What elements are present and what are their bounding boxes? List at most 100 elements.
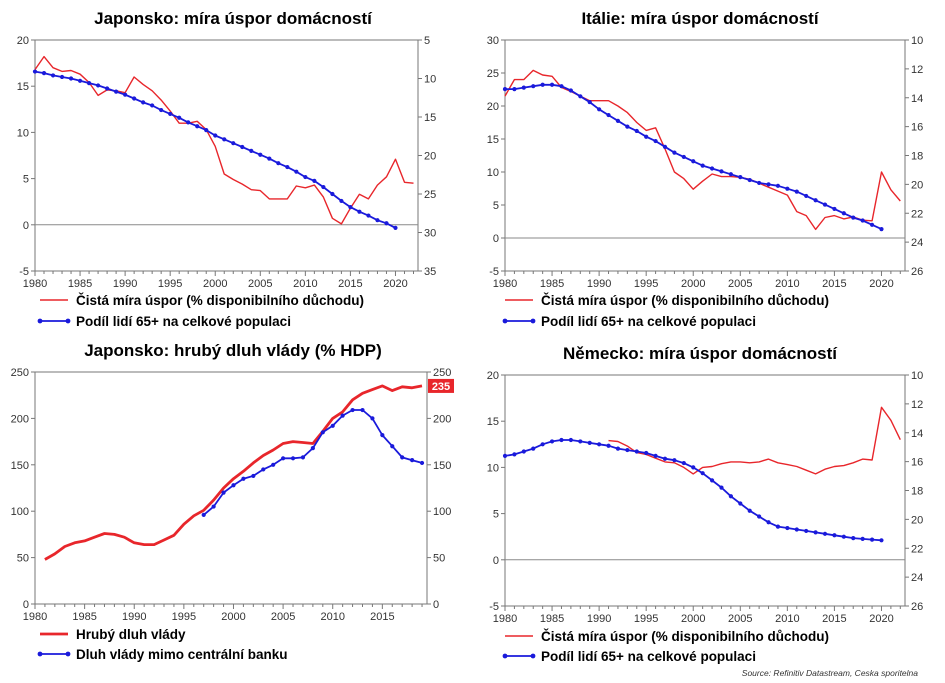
x-tick-label: 2015 (338, 278, 362, 290)
series-point (251, 473, 256, 479)
series-point (350, 407, 355, 413)
x-tick-label: 2000 (681, 613, 705, 625)
last-value-label: 235 (432, 381, 450, 393)
y-tick-label: 100 (11, 506, 29, 518)
x-tick-label: 2020 (383, 278, 407, 290)
series-point (86, 81, 92, 86)
series-point (766, 182, 771, 187)
legend-label: Dluh vlády mimo centrální banku (76, 647, 288, 662)
last-value-badge (428, 378, 454, 393)
y2-tick-label: 12 (911, 399, 923, 411)
series-point (738, 501, 743, 506)
x-tick-label: 2005 (728, 613, 752, 625)
series-point (615, 446, 621, 451)
x-tick-label: 2020 (869, 613, 893, 625)
y-tick-label: 0 (493, 555, 499, 567)
y2-tick-label: 16 (911, 457, 923, 469)
y2-tick-label: 18 (911, 151, 923, 163)
x-tick-label: 2000 (681, 278, 705, 290)
y-tick-label: 0 (23, 599, 29, 611)
chart-panel-1: Japonsko: míra úspor domácností -5 0 5 10 15 2… (17, 9, 437, 329)
x-tick-label: 1990 (587, 278, 611, 290)
series-point (521, 449, 526, 454)
y2-tick-label: 150 (433, 460, 451, 472)
series-point (879, 227, 884, 232)
series-point (653, 453, 658, 458)
y2-tick-label: 24 (911, 237, 923, 249)
series-point (568, 88, 573, 93)
series-point (747, 177, 752, 183)
y-tick-label: 30 (487, 35, 499, 47)
series-point (634, 128, 639, 134)
y-tick-label: 5 (23, 174, 29, 186)
series-point (766, 520, 771, 525)
series-point (213, 133, 218, 138)
series-point (290, 456, 296, 461)
series-point (240, 144, 245, 150)
series-point (662, 144, 668, 149)
series-point (521, 85, 526, 90)
x-tick-label: 1990 (113, 278, 137, 290)
series-point (728, 172, 733, 177)
series-point (709, 478, 715, 483)
y2-tick-label: 20 (911, 514, 923, 526)
series-point (832, 206, 837, 212)
legend-marker (502, 653, 508, 659)
y2-tick-label: 24 (911, 572, 923, 584)
series-point (578, 439, 583, 444)
series-point (390, 444, 395, 449)
y-tick-label: 15 (17, 81, 29, 93)
series-point (597, 442, 602, 447)
x-tick-label: 2020 (869, 278, 893, 290)
series-point (728, 494, 733, 499)
series-point (370, 416, 375, 421)
series-point (869, 222, 875, 227)
x-tick-label: 2005 (728, 278, 752, 290)
y2-tick-label: 35 (424, 266, 436, 278)
series-point (241, 476, 246, 481)
series-point (531, 84, 536, 89)
y-tick-label: -5 (489, 266, 499, 278)
y2-tick-label: 50 (433, 553, 445, 565)
series-point (95, 83, 101, 88)
series-point (114, 89, 119, 94)
series-point (672, 458, 677, 463)
source-note: Source: Refinitiv Datastream, Ceska spor… (742, 668, 918, 678)
y-tick-label: 0 (23, 220, 29, 232)
series-point (568, 437, 573, 443)
series-point (419, 460, 425, 466)
series-point (738, 175, 743, 180)
series-point (303, 174, 308, 180)
series-point (700, 163, 705, 168)
series-point (879, 538, 884, 543)
legend-label: Hrubý dluh vlády (76, 627, 186, 642)
x-tick-label: 1980 (23, 278, 47, 290)
series-point (340, 413, 345, 418)
series-point (339, 198, 344, 204)
series-point (330, 423, 335, 428)
series-line-1 (44, 384, 423, 561)
y-tick-label: 50 (17, 553, 29, 565)
x-tick-label: 1990 (587, 613, 611, 625)
series-point (691, 465, 696, 470)
series-point (813, 530, 818, 535)
x-tick-label: 1995 (634, 278, 658, 290)
legend-label: Podíl lidí 65+ na celkové populaci (541, 649, 756, 664)
y2-tick-label: 10 (424, 74, 436, 86)
series-point (258, 152, 263, 157)
series-point (502, 453, 508, 458)
series-point (615, 118, 621, 123)
series-point (231, 483, 236, 488)
series-point (747, 508, 752, 513)
series-point (559, 437, 564, 443)
series-point (709, 166, 715, 171)
series-point (775, 183, 781, 188)
series-point (832, 533, 837, 538)
series-point (502, 86, 508, 92)
x-tick-label: 2005 (271, 611, 295, 623)
series-point (59, 74, 65, 80)
y2-tick-label: 26 (911, 266, 923, 278)
series-point (400, 455, 405, 460)
series-point (104, 86, 110, 91)
x-tick-label: 1985 (540, 278, 564, 290)
